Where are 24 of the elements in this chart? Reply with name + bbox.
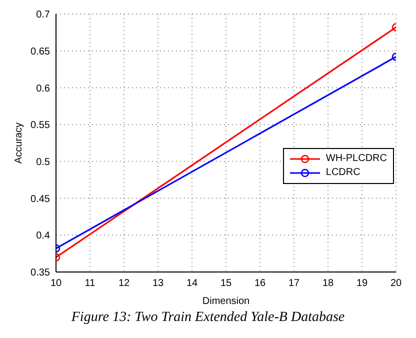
x-tick-label: 15 [220, 278, 232, 290]
caption: Figure 13: Two Train Extended Yale-B Database [70, 310, 346, 326]
legend-label: WH-PLCDRC [326, 152, 387, 166]
y-tick-label: 0.55 [30, 120, 50, 132]
x-tick-label: 20 [390, 278, 402, 290]
y-tick-label: 0.7 [36, 10, 50, 21]
x-tick-label: 19 [356, 278, 368, 290]
x-tick-label: 14 [186, 278, 198, 290]
x-tick-label: 13 [152, 278, 164, 290]
y-axis-title: Accuracy [14, 122, 25, 164]
legend-label: LCDRC [326, 166, 360, 180]
y-tick-label: 0.5 [36, 156, 50, 168]
x-tick-label: 18 [322, 278, 334, 290]
x-tick-label: 12 [118, 278, 130, 290]
y-tick-label: 0.35 [30, 268, 50, 279]
x-axis-title: Dimension [202, 296, 250, 307]
y-tick-label: 0.4 [36, 230, 50, 242]
x-tick-label: 11 [84, 278, 96, 290]
y-tick-label: 0.6 [36, 83, 50, 94]
y-tick-label: 0.65 [30, 46, 50, 58]
x-tick-label: 16 [254, 278, 266, 290]
x-tick-label: 10 [50, 278, 62, 290]
y-tick-label: 0.45 [30, 194, 50, 205]
x-tick-label: 17 [288, 278, 300, 290]
